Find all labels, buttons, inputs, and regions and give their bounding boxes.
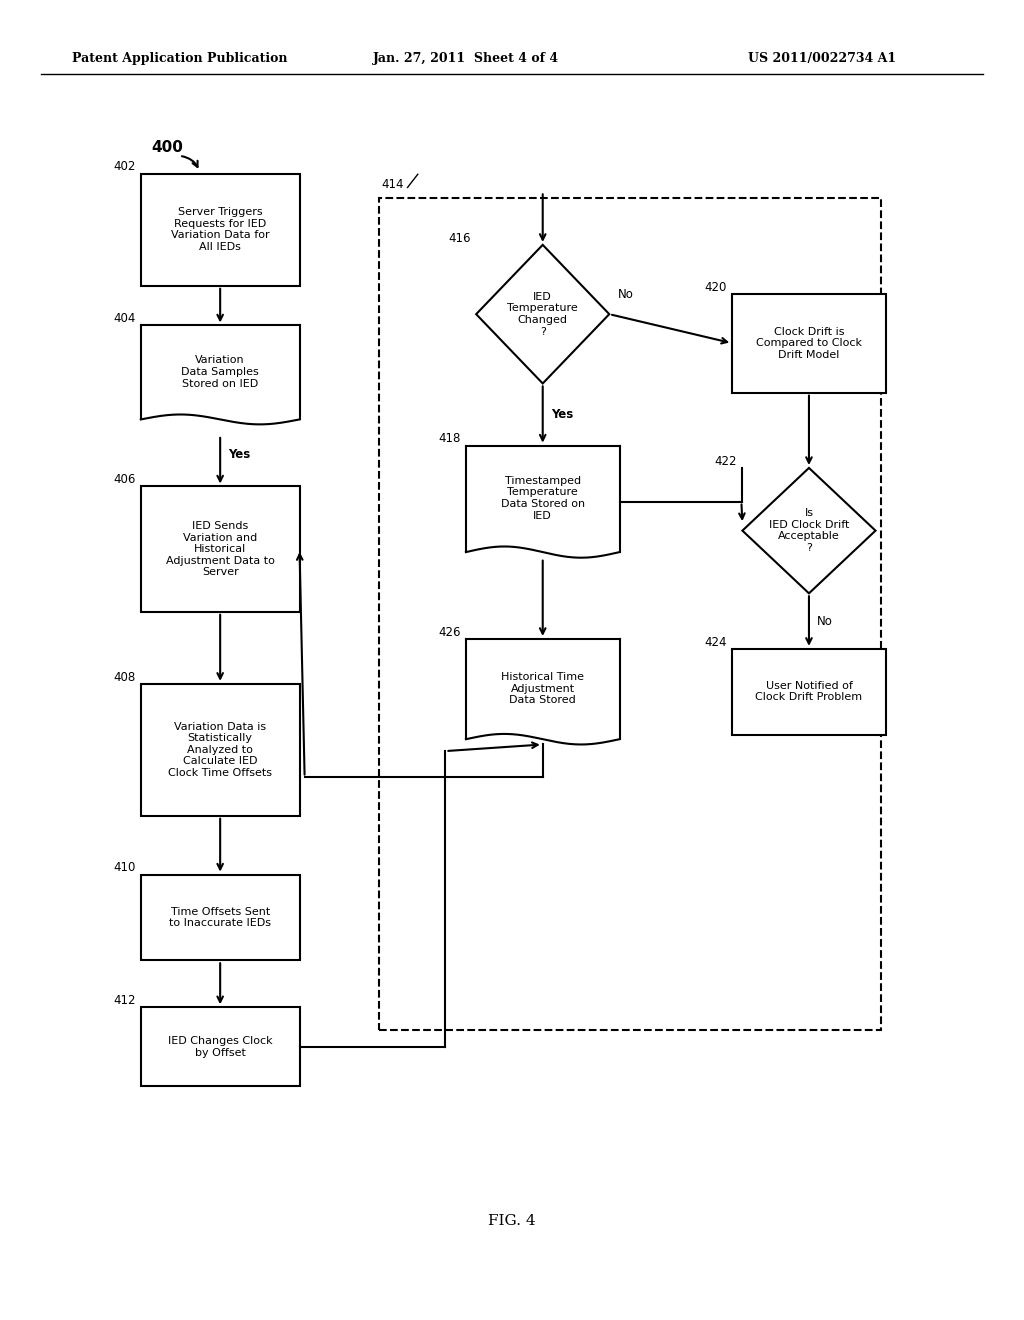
Text: Timestamped
Temperature
Data Stored on
IED: Timestamped Temperature Data Stored on I… [501, 475, 585, 520]
FancyBboxPatch shape [466, 446, 620, 557]
Polygon shape [476, 244, 609, 383]
Text: Yes: Yes [228, 447, 251, 461]
FancyBboxPatch shape [732, 649, 886, 734]
Text: 420: 420 [705, 281, 727, 293]
Text: No: No [817, 615, 834, 627]
FancyBboxPatch shape [141, 875, 299, 961]
Text: 416: 416 [449, 232, 471, 244]
Text: Time Offsets Sent
to Inaccurate IEDs: Time Offsets Sent to Inaccurate IEDs [169, 907, 271, 928]
FancyBboxPatch shape [732, 294, 886, 393]
Text: Jan. 27, 2011  Sheet 4 of 4: Jan. 27, 2011 Sheet 4 of 4 [373, 51, 559, 65]
Text: 422: 422 [715, 455, 737, 467]
Text: User Notified of
Clock Drift Problem: User Notified of Clock Drift Problem [756, 681, 862, 702]
Text: 426: 426 [438, 626, 461, 639]
Text: Patent Application Publication: Patent Application Publication [72, 51, 287, 65]
Text: 408: 408 [114, 671, 135, 684]
Text: FIG. 4: FIG. 4 [488, 1214, 536, 1228]
Text: 412: 412 [114, 994, 135, 1007]
Text: Variation Data is
Statistically
Analyzed to
Calculate IED
Clock Time Offsets: Variation Data is Statistically Analyzed… [168, 722, 272, 777]
Text: IED
Temperature
Changed
?: IED Temperature Changed ? [507, 292, 579, 337]
FancyBboxPatch shape [141, 174, 299, 286]
FancyBboxPatch shape [141, 1007, 299, 1086]
Polygon shape [742, 469, 876, 594]
FancyBboxPatch shape [141, 487, 299, 612]
Text: Is
IED Clock Drift
Acceptable
?: Is IED Clock Drift Acceptable ? [769, 508, 849, 553]
Text: 418: 418 [438, 433, 461, 445]
Text: Clock Drift is
Compared to Clock
Drift Model: Clock Drift is Compared to Clock Drift M… [756, 326, 862, 360]
Text: IED Sends
Variation and
Historical
Adjustment Data to
Server: IED Sends Variation and Historical Adjus… [166, 521, 274, 577]
Text: 404: 404 [114, 313, 135, 325]
Text: 400: 400 [152, 140, 183, 156]
FancyBboxPatch shape [141, 326, 299, 425]
Text: 410: 410 [114, 862, 135, 874]
Text: Yes: Yes [551, 408, 573, 421]
Text: 406: 406 [114, 474, 135, 486]
FancyBboxPatch shape [141, 684, 299, 816]
Text: Variation
Data Samples
Stored on IED: Variation Data Samples Stored on IED [181, 355, 259, 388]
Text: IED Changes Clock
by Offset: IED Changes Clock by Offset [168, 1036, 272, 1057]
Text: US 2011/0022734 A1: US 2011/0022734 A1 [748, 51, 896, 65]
FancyBboxPatch shape [466, 639, 620, 744]
Text: 402: 402 [114, 161, 135, 173]
Text: 414: 414 [381, 178, 403, 191]
Text: Server Triggers
Requests for IED
Variation Data for
All IEDs: Server Triggers Requests for IED Variati… [171, 207, 269, 252]
Text: No: No [617, 288, 634, 301]
Text: Historical Time
Adjustment
Data Stored: Historical Time Adjustment Data Stored [501, 672, 585, 705]
Text: 424: 424 [705, 636, 727, 648]
